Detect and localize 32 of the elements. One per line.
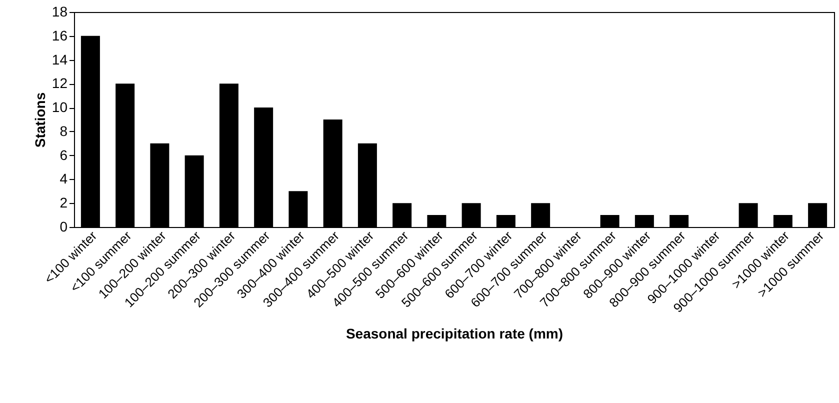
y-tick-label: 10 [52, 99, 68, 116]
bar [496, 215, 516, 227]
bar [150, 143, 170, 227]
y-tick-label: 18 [52, 4, 68, 20]
y-tick-label: 2 [60, 194, 68, 211]
y-axis-title: Stations [32, 92, 48, 148]
bar [116, 84, 135, 227]
bar [288, 191, 308, 227]
y-tick-label: 4 [60, 170, 68, 187]
y-tick-label: 6 [60, 146, 68, 163]
bar [358, 143, 377, 227]
bar [531, 203, 550, 227]
y-tick-label: 12 [52, 75, 68, 92]
bar [184, 155, 204, 227]
y-tick-label: 16 [52, 27, 68, 44]
bar [392, 203, 412, 227]
bar [254, 108, 274, 227]
y-tick-label: 0 [60, 218, 68, 234]
bar [427, 215, 446, 227]
bar [600, 215, 620, 227]
bar [773, 215, 792, 227]
bar [323, 120, 342, 227]
bar [808, 203, 828, 227]
x-axis-title: Seasonal precipitation rate (mm) [346, 325, 564, 342]
y-tick-label: 14 [52, 51, 68, 68]
bar [219, 84, 238, 227]
bar [634, 215, 654, 227]
bar [738, 203, 758, 227]
bar [670, 215, 689, 227]
bar [462, 203, 481, 227]
bar [80, 36, 100, 227]
y-tick-label: 8 [60, 122, 68, 139]
